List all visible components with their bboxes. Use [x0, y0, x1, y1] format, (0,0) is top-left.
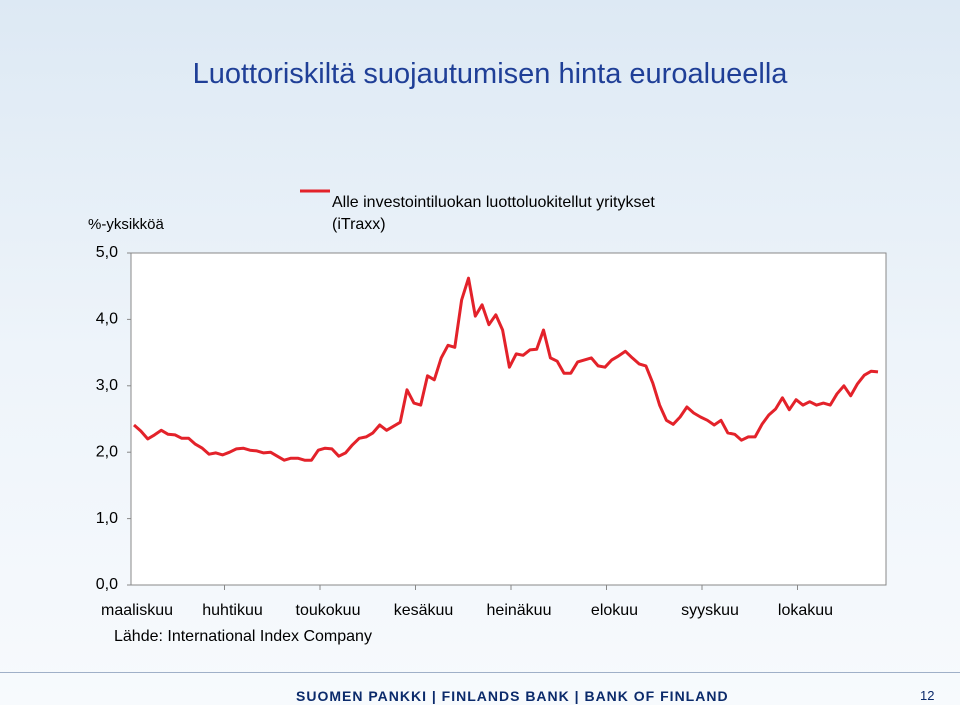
y-tick-label: 2,0	[96, 443, 118, 460]
x-tick-label: lokakuu	[778, 602, 833, 619]
y-tick-label: 0,0	[96, 576, 118, 593]
page-number: 12	[920, 688, 935, 703]
y-tick-label: 1,0	[96, 510, 118, 527]
chart-title: Luottoriskiltä suojautumisen hinta euroa…	[192, 58, 788, 90]
x-tick-label: heinäkuu	[487, 602, 552, 619]
x-tick-label: elokuu	[591, 602, 638, 619]
x-tick-label: kesäkuu	[394, 602, 454, 619]
x-tick-label: huhtikuu	[202, 602, 263, 619]
y-tick-label: 3,0	[96, 377, 118, 394]
y-tick-label: 5,0	[96, 244, 118, 261]
x-tick-label: toukokuu	[296, 602, 361, 619]
y-tick-label: 4,0	[96, 311, 118, 328]
line	[133, 276, 879, 462]
footer-line	[0, 672, 960, 673]
x-tick-label: maaliskuu	[101, 602, 173, 619]
plot-area	[130, 252, 887, 586]
legend-label: Alle investointiluokan luottoluokitellut…	[332, 194, 655, 233]
footer: SUOMEN PANKKI | FINLANDS BANK | BANK OF …	[296, 688, 729, 704]
source: Lähde: International Index Company	[114, 628, 372, 645]
y-axis-label: %-yksikköä	[88, 216, 164, 233]
x-tick-label: syyskuu	[681, 602, 739, 619]
